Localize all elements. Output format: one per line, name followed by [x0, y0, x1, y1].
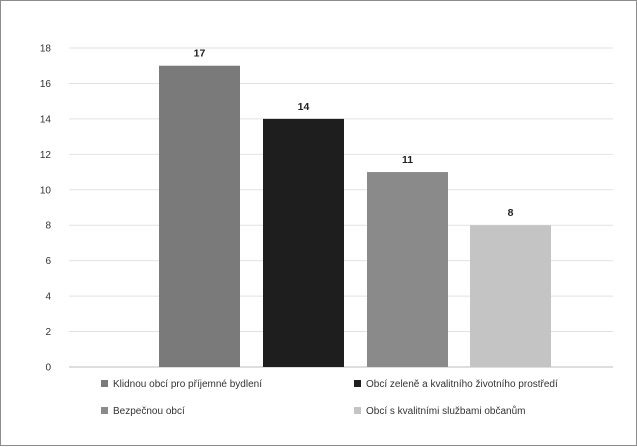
y-tick-label: 12	[40, 150, 52, 161]
bar	[263, 118, 344, 367]
y-tick-label: 4	[45, 292, 51, 303]
legend-label: Klidnou obcí pro příjemné bydlení	[113, 379, 262, 390]
y-tick-label: 14	[40, 114, 52, 125]
y-tick-label: 2	[45, 327, 51, 338]
y-tick-label: 16	[40, 79, 52, 90]
data-label: 14	[298, 101, 310, 113]
bar	[470, 225, 551, 367]
data-label: 17	[194, 48, 206, 60]
legend-swatch	[101, 407, 108, 414]
legend-swatch	[101, 380, 108, 387]
y-tick-label: 8	[45, 221, 51, 232]
legend-swatch	[354, 380, 361, 387]
legend-label: Obcí zeleně a kvalitního životního prost…	[366, 379, 558, 390]
y-axis: 0 2 4 6 8 10 12 14 16 18	[40, 44, 52, 374]
legend: Klidnou obcí pro příjemné bydlení Obcí ze…	[101, 379, 558, 417]
data-labels: 17 14 11 8	[194, 48, 514, 220]
y-tick-label: 10	[40, 185, 52, 196]
bar	[367, 172, 448, 367]
data-label: 8	[508, 207, 514, 219]
legend-label: Obcí s kvalitními službami občanům	[366, 405, 526, 417]
y-tick-label: 18	[40, 44, 52, 55]
legend-label: Bezpečnou obcí	[113, 406, 185, 417]
legend-swatch	[354, 407, 361, 414]
y-tick-label: 6	[45, 256, 51, 267]
data-label: 11	[402, 154, 413, 166]
y-tick-label: 0	[45, 363, 51, 374]
bar	[159, 65, 240, 367]
bars	[159, 65, 551, 367]
